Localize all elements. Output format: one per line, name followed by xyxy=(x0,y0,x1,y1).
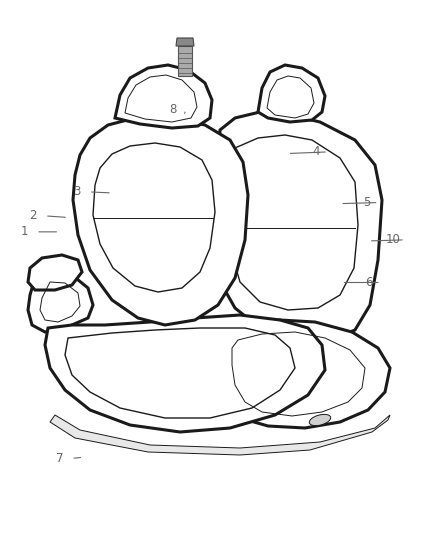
Text: 2: 2 xyxy=(29,209,37,222)
Text: 6: 6 xyxy=(364,276,372,289)
Polygon shape xyxy=(73,118,247,325)
Polygon shape xyxy=(28,272,93,332)
Polygon shape xyxy=(50,415,389,455)
Polygon shape xyxy=(28,255,82,290)
Text: 10: 10 xyxy=(385,233,399,246)
Ellipse shape xyxy=(309,414,330,426)
Polygon shape xyxy=(177,46,191,76)
Polygon shape xyxy=(176,38,194,46)
Text: 8: 8 xyxy=(170,103,177,116)
Text: 7: 7 xyxy=(55,452,63,465)
Polygon shape xyxy=(218,320,389,428)
Text: 5: 5 xyxy=(362,196,369,209)
Polygon shape xyxy=(115,65,212,128)
Polygon shape xyxy=(215,112,381,340)
Text: 4: 4 xyxy=(311,146,319,158)
Text: 3: 3 xyxy=(73,185,80,198)
Text: 1: 1 xyxy=(20,225,28,238)
Polygon shape xyxy=(45,315,324,432)
Polygon shape xyxy=(258,65,324,122)
